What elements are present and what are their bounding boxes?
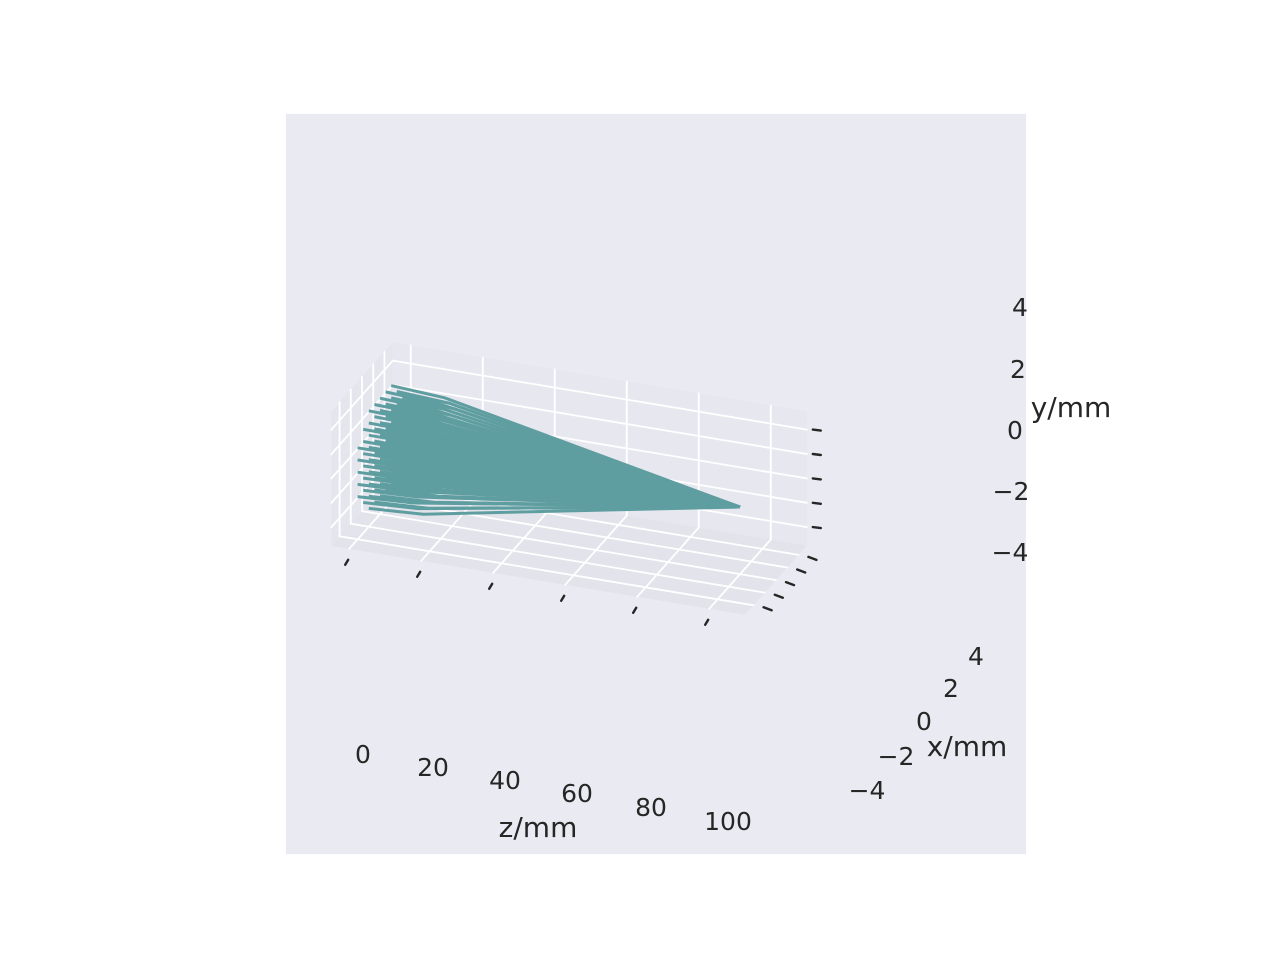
z-axis-label: z/mm [499, 811, 578, 844]
y-tick-mark [811, 525, 822, 530]
ray-line [362, 440, 741, 509]
y-tick-label: −2 [993, 477, 1030, 506]
z-tick-label: 0 [355, 740, 371, 769]
grid-line [361, 510, 777, 581]
z-tick-mark [344, 558, 350, 566]
ray-line [357, 495, 741, 509]
ray-line [390, 384, 741, 509]
y-tick-label: 2 [1010, 355, 1026, 384]
y-tick-label: 0 [1007, 416, 1023, 445]
x-tick-mark [784, 580, 796, 587]
y-tick-mark [811, 477, 822, 481]
y-tick-mark [811, 428, 822, 432]
ray-line [368, 409, 741, 509]
z-tick-mark [632, 606, 638, 614]
x-tick-mark [807, 555, 818, 562]
ray-series [357, 384, 741, 516]
z-tick-mark [416, 570, 422, 578]
ray-line [374, 403, 741, 509]
z-tick-label: 80 [635, 793, 667, 822]
ray-line [362, 427, 741, 509]
y-axis-labels: −4 −2 0 2 4 y/mm [992, 293, 1112, 567]
x-tick-label: 0 [916, 707, 932, 736]
axis-ticks [344, 428, 822, 626]
z-tick-mark [560, 594, 566, 602]
z-tick-mark [488, 582, 494, 590]
ray-line [379, 396, 741, 509]
ray-line [357, 470, 741, 509]
grid-line [330, 408, 394, 480]
grid-line [338, 535, 755, 607]
x-tick-mark [762, 606, 773, 612]
ray-line [368, 421, 741, 509]
x-axis-label: x/mm [927, 730, 1008, 763]
z-tick-label: 60 [561, 779, 593, 808]
ray-line [368, 505, 741, 516]
x-tick-label: −4 [849, 776, 886, 805]
y-axis-label: y/mm [1031, 391, 1112, 424]
x-tick-label: 2 [943, 674, 959, 703]
y-tick-label: 4 [1012, 293, 1028, 322]
ray-line [357, 446, 741, 509]
ray-line [363, 501, 741, 511]
grid-line [330, 384, 394, 456]
x-tick-label: −2 [878, 742, 915, 771]
ray-line [363, 488, 741, 509]
grid-line [391, 359, 808, 431]
x-tick-label: 4 [968, 642, 984, 671]
y-tick-label: −4 [992, 538, 1029, 567]
z-tick-label: 20 [417, 753, 449, 782]
x-tick-mark [796, 568, 807, 574]
x-axis-labels: −4 −2 0 2 4 x/mm [849, 642, 1008, 805]
z-tick-mark [704, 618, 710, 626]
ray-line [362, 464, 741, 509]
grid-line [391, 384, 808, 455]
x-tick-mark [773, 593, 784, 599]
grid-line [330, 359, 394, 431]
ray-line [357, 482, 741, 509]
ray-line [362, 452, 741, 509]
ray-line [357, 458, 741, 509]
y-tick-mark [811, 501, 822, 505]
ray-line [362, 476, 741, 509]
z-tick-label: 40 [489, 766, 521, 795]
grid-line [372, 497, 789, 569]
y-tick-mark [811, 452, 822, 457]
ray-line [385, 390, 741, 509]
z-tick-label: 100 [704, 807, 752, 836]
z-axis-labels: 0 20 40 60 80 100 z/mm [355, 740, 752, 844]
grid-line [349, 522, 766, 594]
